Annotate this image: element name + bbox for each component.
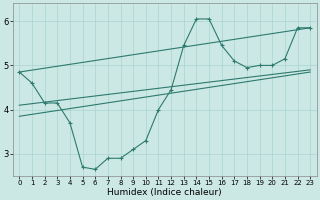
X-axis label: Humidex (Indice chaleur): Humidex (Indice chaleur) <box>108 188 222 197</box>
